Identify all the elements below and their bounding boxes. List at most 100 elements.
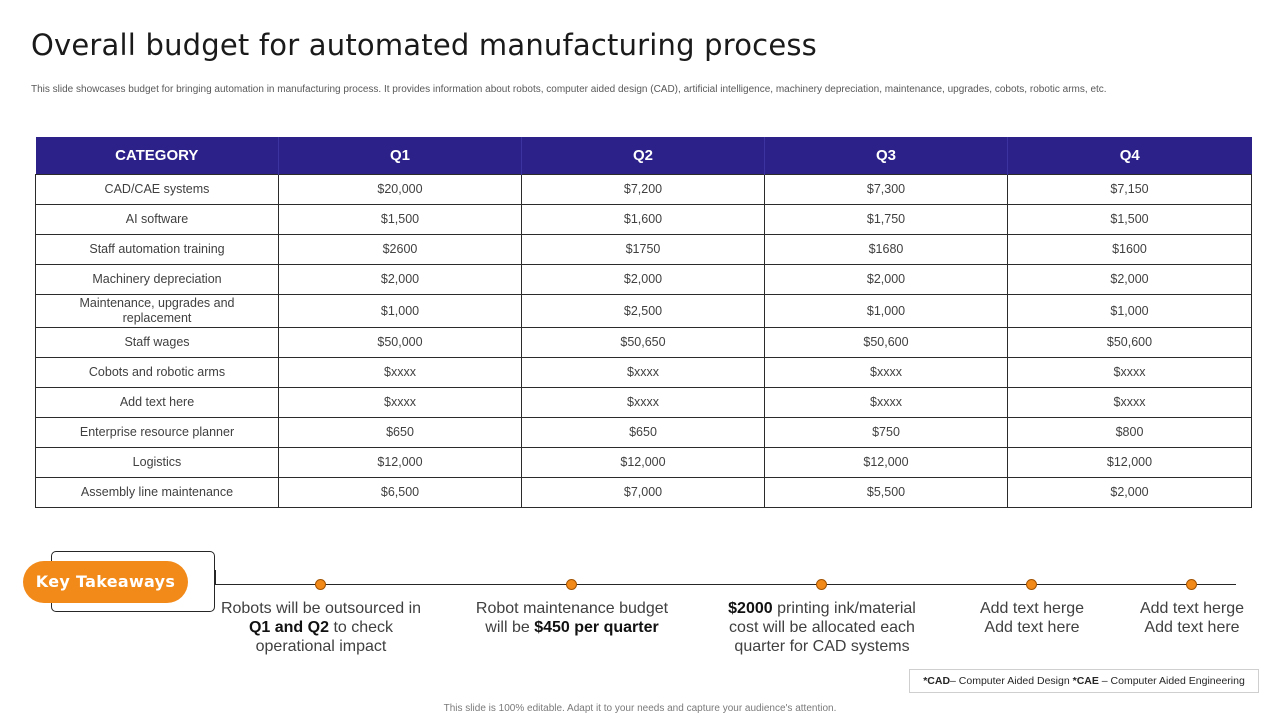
column-header-q3: Q3 [764,137,1008,175]
q2-cell: $7,000 [521,477,765,508]
table-row: CAD/CAE systems $20,000 $7,200 $7,300 $7… [35,174,1252,205]
takeaway-1-text: Robots will be outsourced in [220,600,422,617]
q1-cell: $20,000 [278,174,522,205]
q4-cell: $800 [1007,417,1252,448]
timeline-connector [215,570,216,585]
q2-cell: $7,200 [521,174,765,205]
q3-cell: $50,600 [764,327,1008,358]
takeaway-4: Add text herge Add text here [966,599,1098,637]
table-header-row: CATEGORY Q1 Q2 Q3 Q4 [35,137,1252,175]
table-row: Staff automation training $2600 $1750 $1… [35,234,1252,265]
q2-cell: $50,650 [521,327,765,358]
table-row: Staff wages $50,000 $50,650 $50,600 $50,… [35,327,1252,358]
takeaway-4-text: Add text herge Add text here [979,600,1085,636]
legend-cad-text: – Computer Aided Design [950,675,1073,687]
table-row: Logistics $12,000 $12,000 $12,000 $12,00… [35,447,1252,478]
legend-cae-abbr: *CAE [1072,675,1099,687]
category-cell: Enterprise resource planner [35,417,279,448]
legend-cae-text: – Computer Aided Engineering [1098,675,1245,687]
q1-cell: $2,000 [278,264,522,295]
category-cell: Add text here [35,387,279,418]
q3-cell: $750 [764,417,1008,448]
q3-cell: $12,000 [764,447,1008,478]
timeline-dot [315,579,326,590]
timeline-dot [1186,579,1197,590]
q2-cell: $12,000 [521,447,765,478]
key-takeaways-label: Key Takeaways [23,561,188,603]
table-row: AI software $1,500 $1,600 $1,750 $1,500 [35,204,1252,235]
q2-cell: $xxxx [521,357,765,388]
takeaway-1-text-end: to check operational impact [255,619,394,655]
category-cell: Maintenance, upgrades and replacement [35,294,279,328]
q3-cell: $2,000 [764,264,1008,295]
q2-cell: $2,500 [521,294,765,328]
category-cell: Logistics [35,447,279,478]
q4-cell: $1,500 [1007,204,1252,235]
takeaway-1-highlight: Q1 and Q2 [248,619,329,636]
q3-cell: $7,300 [764,174,1008,205]
q2-cell: $2,000 [521,264,765,295]
page-subtitle: This slide showcases budget for bringing… [31,84,1107,95]
q1-cell: $1,000 [278,294,522,328]
takeaway-2-highlight: $450 per quarter [534,619,659,636]
legend-cad-abbr: *CAD [923,675,951,687]
q2-cell: $1,600 [521,204,765,235]
takeaway-2: Robot maintenance budget will be $450 pe… [471,599,673,637]
column-header-q1: Q1 [278,137,522,175]
takeaway-5: Add text herge Add text here [1126,599,1258,637]
q1-cell: $6,500 [278,477,522,508]
page-title: Overall budget for automated manufacturi… [31,28,817,62]
q2-cell: $xxxx [521,387,765,418]
budget-table: CATEGORY Q1 Q2 Q3 Q4 CAD/CAE systems $20… [35,137,1252,508]
takeaway-1: Robots will be outsourced in Q1 and Q2 t… [220,599,422,656]
q4-cell: $12,000 [1007,447,1252,478]
timeline-line [216,584,1236,585]
q1-cell: $xxxx [278,357,522,388]
q3-cell: $1,000 [764,294,1008,328]
timeline-dot [1026,579,1037,590]
timeline-dot [566,579,577,590]
table-row: Maintenance, upgrades and replacement $1… [35,294,1252,328]
table-row: Cobots and robotic arms $xxxx $xxxx $xxx… [35,357,1252,388]
q1-cell: $50,000 [278,327,522,358]
q4-cell: $2,000 [1007,264,1252,295]
category-cell: Assembly line maintenance [35,477,279,508]
q4-cell: $xxxx [1007,387,1252,418]
q1-cell: $650 [278,417,522,448]
category-cell: CAD/CAE systems [35,174,279,205]
takeaway-5-text: Add text herge Add text here [1139,600,1245,636]
timeline-dot [816,579,827,590]
category-cell: AI software [35,204,279,235]
abbreviation-legend: *CAD– Computer Aided Design *CAE – Compu… [909,669,1259,693]
q4-cell: $1,000 [1007,294,1252,328]
q4-cell: $50,600 [1007,327,1252,358]
q2-cell: $650 [521,417,765,448]
category-cell: Staff automation training [35,234,279,265]
category-cell: Staff wages [35,327,279,358]
q3-cell: $xxxx [764,387,1008,418]
column-header-q2: Q2 [521,137,765,175]
table-row: Assembly line maintenance $6,500 $7,000 … [35,477,1252,508]
q4-cell: $xxxx [1007,357,1252,388]
table-row: Enterprise resource planner $650 $650 $7… [35,417,1252,448]
q1-cell: $xxxx [278,387,522,418]
q4-cell: $7,150 [1007,174,1252,205]
q4-cell: $2,000 [1007,477,1252,508]
table-row: Machinery depreciation $2,000 $2,000 $2,… [35,264,1252,295]
column-header-q4: Q4 [1007,137,1252,175]
q3-cell: $1,750 [764,204,1008,235]
q3-cell: $1680 [764,234,1008,265]
q4-cell: $1600 [1007,234,1252,265]
q3-cell: $xxxx [764,357,1008,388]
q1-cell: $2600 [278,234,522,265]
q1-cell: $1,500 [278,204,522,235]
column-header-category: CATEGORY [35,137,279,175]
footer-note: This slide is 100% editable. Adapt it to… [443,703,837,714]
takeaway-3-text: printing ink/material cost will be alloc… [729,600,916,655]
category-cell: Cobots and robotic arms [35,357,279,388]
q1-cell: $12,000 [278,447,522,478]
q3-cell: $5,500 [764,477,1008,508]
takeaway-3: $2000 printing ink/material cost will be… [722,599,922,656]
takeaway-2-text: Robot maintenance budget will be [475,600,669,636]
q2-cell: $1750 [521,234,765,265]
